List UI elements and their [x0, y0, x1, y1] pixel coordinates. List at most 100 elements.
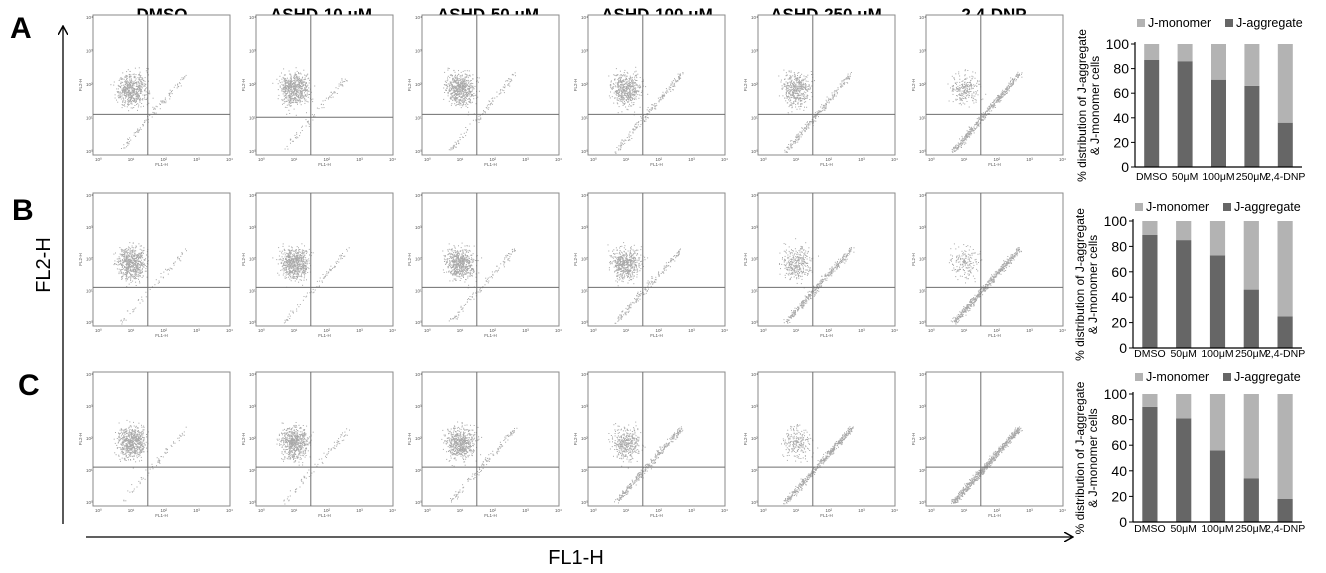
x-category-label: 50μM: [1172, 171, 1198, 183]
dot-plot-y-tick: 10¹: [919, 468, 926, 473]
dot-plot-y-tick: 10⁰: [751, 320, 758, 325]
dot-plot-x-tick: 10³: [1026, 157, 1033, 162]
dot-plot-x-tick: 10³: [193, 508, 200, 513]
dot-plot-x-label: FL1-H: [484, 162, 497, 167]
dot-plot-x-tick: 10⁰: [590, 508, 597, 513]
dot-plot-x-tick: 10²: [161, 328, 168, 333]
dot-plot-y-tick: 10³: [751, 404, 758, 409]
dot-plot-y-tick: 10⁴: [581, 193, 588, 198]
dot-plot-x-label: FL1-H: [820, 162, 833, 167]
dot-plot-x-tick: 10⁴: [721, 508, 728, 513]
x-category-label: DMSO: [1134, 523, 1166, 535]
dot-plot-x-label: FL1-H: [484, 513, 497, 518]
dot-plot-y-tick: 10²: [751, 257, 758, 262]
dot-plot-y-tick: 10⁴: [86, 193, 93, 198]
dot-plot-x-label: FL1-H: [988, 333, 1001, 338]
dot-plot-y-tick: 10¹: [249, 288, 256, 293]
bar-j-aggregate: [1177, 61, 1193, 168]
dot-plot-x-tick: 10²: [826, 508, 833, 513]
dot-plot-y-tick: 10²: [919, 436, 926, 441]
dot-plot-y-tick: 10¹: [751, 468, 758, 473]
dot-plot-frame: [757, 192, 896, 327]
dot-plot-y-tick: 10⁴: [581, 15, 588, 20]
x-category-label: 50μM: [1170, 348, 1196, 360]
dot-plot-y-label: FL2-H: [78, 433, 83, 446]
dot-plot-x-tick: 10²: [656, 508, 663, 513]
cell-events: [948, 243, 1022, 325]
legend-label-j-monomer: J-monomer: [1146, 200, 1209, 214]
dot-plot-y-tick: 10⁴: [919, 372, 926, 377]
dot-plot-x-tick: 10⁰: [760, 328, 767, 333]
dot-plot-y-tick: 10¹: [919, 116, 926, 121]
row-label-a: A: [10, 12, 32, 45]
dot-plot-y-tick: 10⁰: [415, 500, 422, 505]
bar-j-aggregate: [1277, 122, 1293, 167]
dot-plot-x-tick: 10⁴: [389, 508, 396, 513]
dot-plot-y-tick: 10²: [919, 82, 926, 87]
dot-plot-y-label: FL2-H: [407, 253, 412, 266]
dot-plot-y-tick: 10⁴: [86, 372, 93, 377]
dot-plot-x-label: FL1-H: [988, 513, 1001, 518]
dot-plot-x-tick: 10¹: [457, 508, 464, 513]
dot-plot-y-tick: 10¹: [751, 288, 758, 293]
dot-plot-x-tick: 10⁴: [1059, 508, 1066, 513]
y-tick-label: 60: [1111, 437, 1127, 453]
legend-swatch-j-monomer: [1135, 373, 1143, 381]
dot-plot-y-tick: 10²: [86, 436, 93, 441]
dot-plot-y-tick: 10²: [581, 257, 588, 262]
bar-j-monomer: [1144, 44, 1160, 60]
legend-label-j-aggregate: J-aggregate: [1234, 200, 1301, 214]
bar-j-monomer: [1243, 221, 1259, 290]
dot-plot-frame: [92, 371, 231, 507]
x-category-label: 2,4-DNP: [1265, 348, 1305, 360]
y-tick-label: 80: [1111, 238, 1127, 254]
dot-plot-x-tick: 10⁰: [760, 157, 767, 162]
bar-j-monomer: [1211, 44, 1226, 80]
x-category-label: 100μM: [1201, 348, 1233, 360]
dot-plot-x-tick: 10⁰: [258, 508, 265, 513]
dot-plot-y-tick: 10⁰: [581, 320, 588, 325]
dot-plot-y-tick: 10¹: [751, 116, 758, 121]
dot-plot-y-label: FL2-H: [78, 253, 83, 266]
dot-plot-y-tick: 10¹: [86, 116, 93, 121]
dot-plot-y-tick: 10¹: [581, 116, 588, 121]
bar-j-aggregate: [1243, 289, 1259, 348]
dot-plot-y-tick: 10²: [415, 436, 422, 441]
legend-label-j-monomer: J-monomer: [1146, 370, 1209, 384]
y-tick-label: 0: [1119, 514, 1127, 530]
dot-plot-x-tick: 10¹: [457, 328, 464, 333]
bar-y-axis-title: % distribution of J-aggregate& J-monomer…: [1073, 208, 1100, 361]
dot-plot-y-tick: 10²: [581, 82, 588, 87]
dot-plot-x-tick: 10⁰: [928, 157, 935, 162]
dot-plot-y-tick: 10⁴: [751, 193, 758, 198]
dot-plot-y-label: FL2-H: [743, 433, 748, 446]
cell-events: [272, 243, 350, 324]
dot-plot-frame: [925, 192, 1064, 327]
dot-plot-y-tick: 10⁴: [415, 193, 422, 198]
row-label-b: B: [12, 194, 34, 227]
dot-plot-y-tick: 10¹: [86, 288, 93, 293]
dot-plot-x-tick: 10³: [858, 508, 865, 513]
dot-plot-x-tick: 10⁴: [891, 157, 898, 162]
dot-plot-x-tick: 10⁴: [891, 328, 898, 333]
bar-j-aggregate: [1144, 60, 1160, 167]
bar-j-aggregate: [1176, 418, 1192, 522]
dot-plot-x-tick: 10³: [858, 328, 865, 333]
dot-plot-y-tick: 10⁰: [415, 320, 422, 325]
x-category-label: 250μM: [1236, 171, 1268, 183]
bar-j-monomer: [1244, 44, 1260, 86]
dot-plot-x-tick: 10³: [522, 157, 529, 162]
dot-plot-x-label: FL1-H: [988, 162, 1001, 167]
dot-plot-x-tick: 10⁴: [226, 157, 233, 162]
cell-events: [781, 424, 854, 505]
dot-plot-y-label: FL2-H: [241, 253, 246, 266]
dot-plot-y-tick: 10¹: [415, 116, 422, 121]
dot-plot-x-tick: 10⁰: [928, 328, 935, 333]
dot-plot-y-label: FL2-H: [407, 433, 412, 446]
